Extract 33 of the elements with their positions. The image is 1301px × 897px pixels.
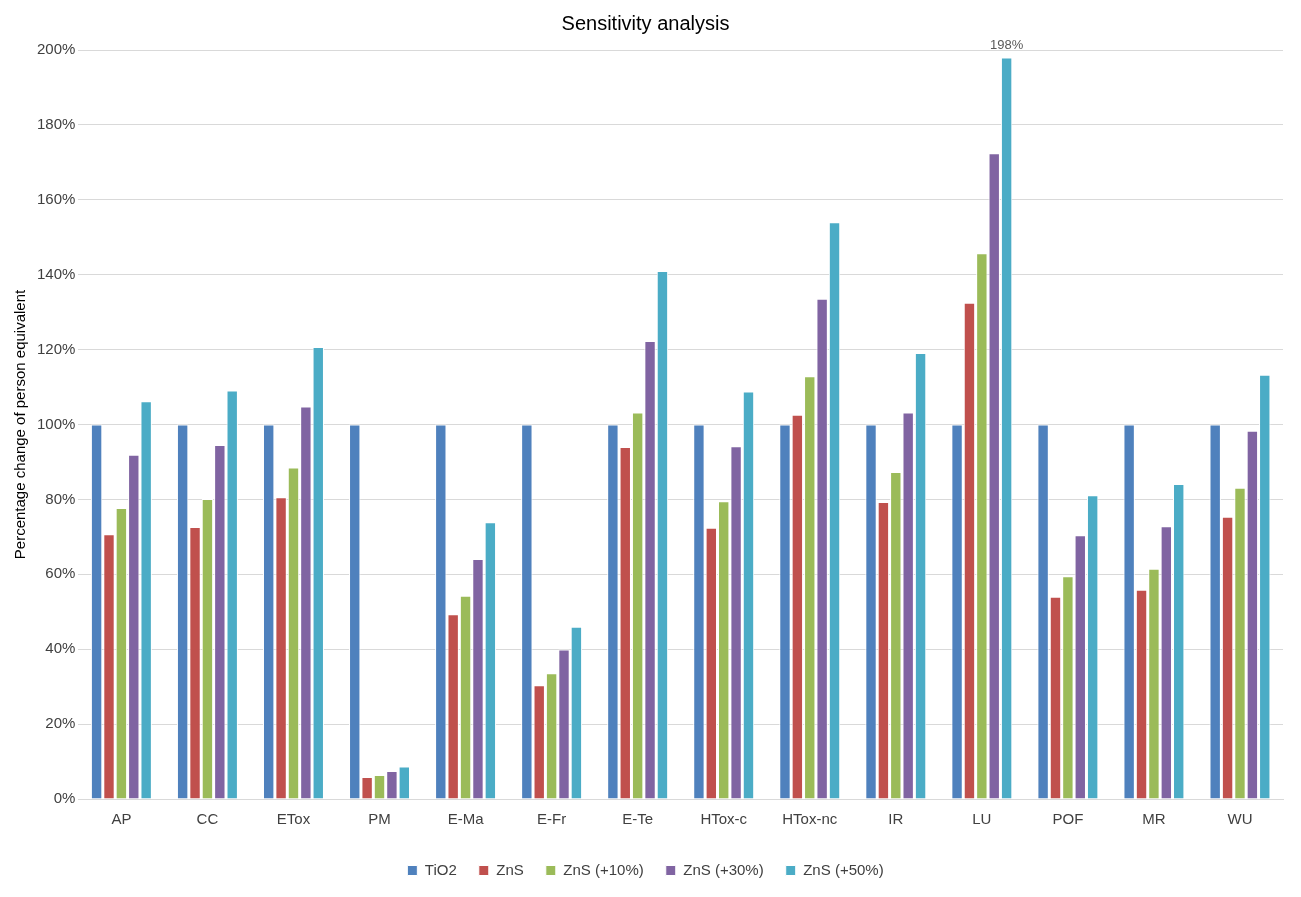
x-tick-label: IR [888,810,904,828]
x-tick-label: E-Te [622,810,654,828]
x-tick-label: WU [1227,810,1253,828]
y-tick-label: 0% [53,789,76,807]
x-tick-label: E-Ma [447,810,485,828]
y-tick-label: 140% [36,264,76,282]
y-tick-label: 60% [45,564,76,582]
legend-label: ZnS (+50%) [803,860,884,878]
y-tick-label: 100% [36,414,76,432]
x-tick-label: HTox-c [700,810,748,828]
y-tick-label: 20% [45,714,76,732]
y-axis-title: Percentage change of person equivalent [11,288,29,560]
chart-title: Sensitivity analysis [561,11,730,34]
data-label: 198% [990,36,1024,52]
legend-label: ZnS (+10%) [563,860,644,878]
legend-label: TiO2 [424,860,457,878]
x-tick-label: ETox [276,810,311,828]
y-tick-label: 200% [36,40,76,58]
x-tick-label: CC [196,810,219,828]
legend-label: ZnS (+30%) [683,860,764,878]
y-tick-label: 180% [36,115,76,133]
x-tick-label: MR [1142,810,1166,828]
x-tick-label: POF [1052,810,1084,828]
x-tick-label: AP [111,810,132,828]
y-tick-label: 160% [36,189,76,207]
x-tick-label: E-Fr [537,810,567,828]
legend-label: ZnS [496,860,524,878]
x-tick-label: PM [368,810,391,828]
y-tick-label: 80% [45,489,76,507]
y-tick-label: 40% [45,639,76,657]
y-tick-label: 120% [36,339,76,357]
x-tick-label: HTox-nc [782,810,838,828]
x-tick-label: LU [972,810,992,828]
